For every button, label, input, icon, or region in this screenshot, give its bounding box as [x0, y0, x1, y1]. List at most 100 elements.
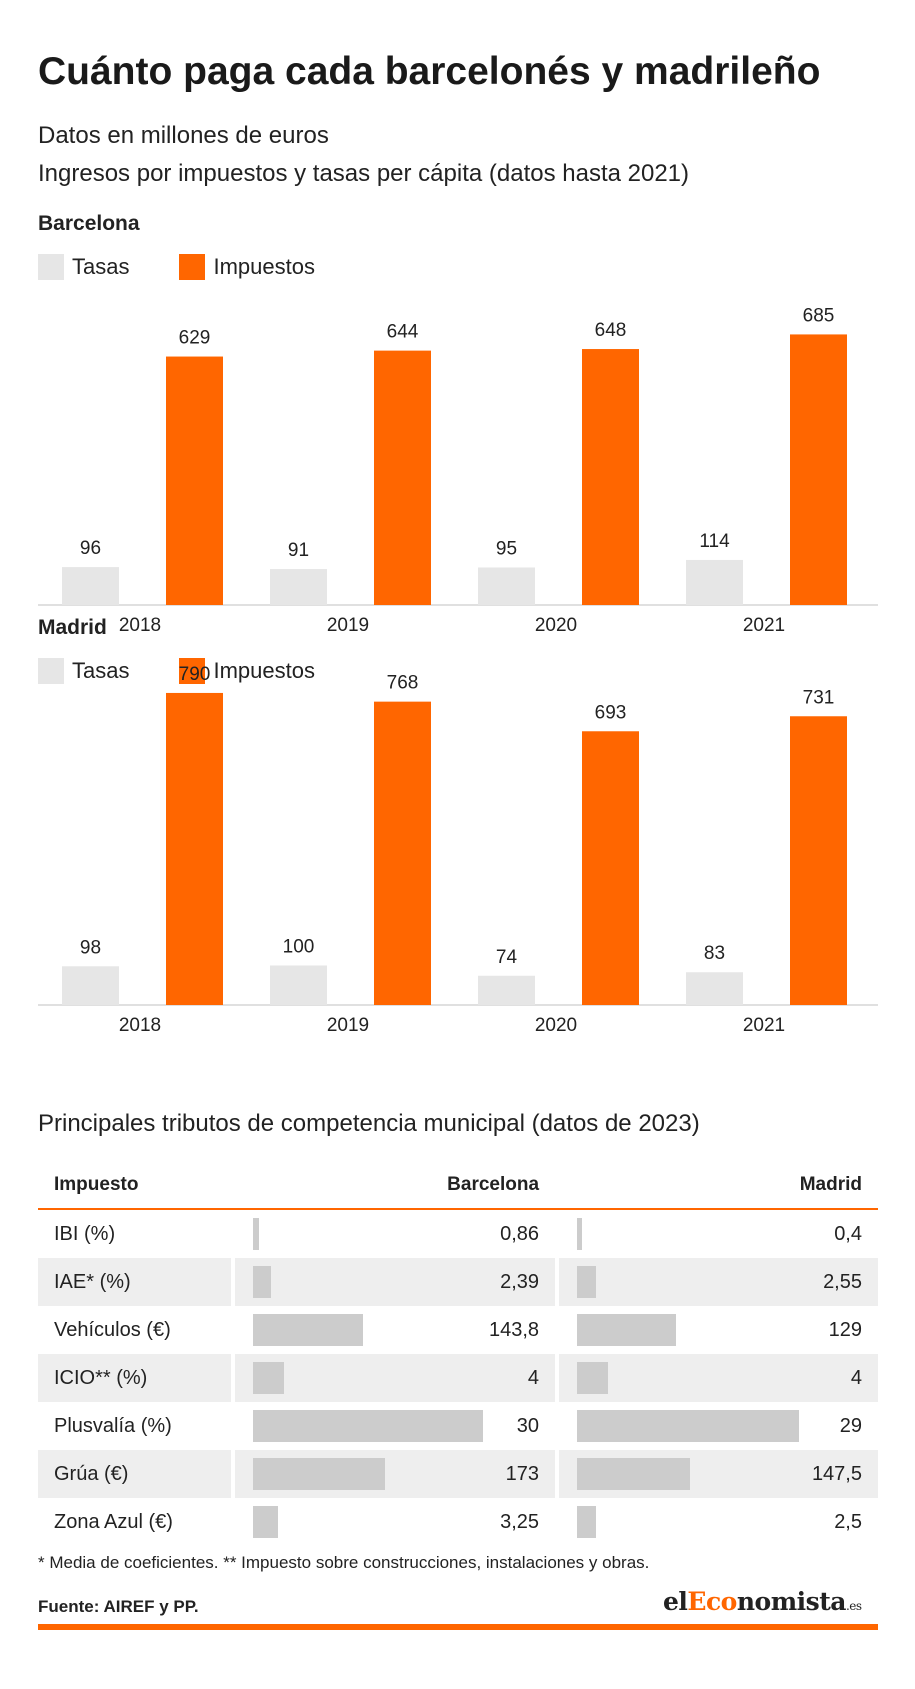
table-row: Plusvalía (%) 30 29: [38, 1402, 878, 1450]
bar-tasas-2018: [62, 567, 119, 605]
cell-madrid: 2,55: [558, 1258, 878, 1306]
data-label-impuestos-2020: 648: [595, 320, 627, 341]
legend-item-impuestos: Impuestos: [179, 658, 315, 684]
table-row: IAE* (%) 2,39 2,55: [38, 1258, 878, 1306]
cell-barcelona: 3,25: [234, 1498, 556, 1546]
bar-impuestos-2019: [374, 701, 431, 1005]
row-label: IBI (%): [38, 1209, 231, 1258]
data-label-impuestos-2018: 790: [179, 664, 211, 685]
data-label-impuestos-2020: 693: [595, 702, 627, 723]
cell-madrid: 147,5: [558, 1450, 878, 1498]
column-gap: [230, 1209, 235, 1258]
chart-title-madrid: Madrid: [38, 616, 107, 639]
bar-impuestos-2018: [166, 356, 223, 605]
x-tick-label-2018: 2018: [119, 615, 161, 636]
row-label: ICIO** (%): [38, 1354, 231, 1402]
header-madrid: Madrid: [555, 1162, 878, 1210]
value-barcelona: 173: [505, 1463, 540, 1485]
bar-impuestos-2019: [374, 350, 431, 605]
row-label: Zona Azul (€): [38, 1498, 231, 1546]
x-tick-label-2020: 2020: [535, 615, 577, 636]
data-label-tasas-2021: 83: [704, 943, 725, 964]
value-madrid: 29: [839, 1415, 862, 1437]
cell-barcelona: 30: [234, 1402, 556, 1450]
chart-title-barcelona: Barcelona: [38, 212, 140, 235]
legend-label-impuestos: Impuestos: [213, 658, 315, 683]
cell-barcelona: 2,39: [234, 1258, 556, 1306]
legend-barcelona: Tasas Impuestos: [38, 252, 365, 282]
legend-item-tasas: Tasas: [38, 254, 129, 280]
bar-madrid: [576, 1506, 597, 1538]
legend-label-impuestos: Impuestos: [213, 254, 315, 279]
cell-barcelona: 143,8: [234, 1306, 556, 1354]
row-label: Plusvalía (%): [38, 1402, 231, 1450]
cell-barcelona: 0,86: [234, 1209, 556, 1258]
x-tick-label-2021: 2021: [743, 1015, 785, 1036]
bar-madrid: [576, 1266, 597, 1298]
bar-madrid: [576, 1410, 800, 1442]
legend-label-tasas: Tasas: [72, 254, 130, 279]
legend-item-tasas: Tasas: [38, 658, 129, 684]
bar-barcelona: [252, 1218, 260, 1250]
bar-tasas-2019: [270, 569, 327, 605]
eleconomista-logo: elEconomista.es: [663, 1587, 862, 1616]
header-impuesto: Impuesto: [38, 1162, 231, 1210]
bar-impuestos-2021: [790, 334, 847, 605]
data-label-impuestos-2019: 644: [387, 322, 419, 343]
footnote: * Media de coeficientes. ** Impuesto sob…: [38, 1553, 650, 1572]
bar-barcelona: [252, 1314, 364, 1346]
legend-swatch-impuestos: [179, 658, 206, 684]
bar-tasas-2021: [686, 559, 743, 605]
bottom-rule: [38, 1624, 878, 1630]
bar-tasas-2020: [478, 567, 535, 605]
column-gap: [230, 1258, 235, 1306]
column-gap: [230, 1306, 235, 1354]
legend-label-tasas: Tasas: [72, 658, 130, 683]
tributos-table: Impuesto Barcelona Madrid IBI (%) 0,86 0,4…: [38, 1162, 878, 1546]
bar-barcelona: [252, 1362, 284, 1394]
value-madrid: 129: [828, 1319, 862, 1341]
bar-impuestos-2020: [582, 731, 639, 1005]
subtitle: Datos en millones de euros: [38, 122, 329, 149]
data-label-impuestos-2021: 731: [803, 687, 835, 708]
barcelona-bar-chart: 96 629 2018 91 644 2019 95 648 2020 114 685 2021: [38, 305, 878, 636]
bar-impuestos-2018: [166, 692, 223, 1005]
column-gap: [230, 1498, 235, 1546]
bar-barcelona: [252, 1458, 386, 1490]
column-gap: [555, 1402, 559, 1450]
value-barcelona: 0,86: [500, 1223, 540, 1245]
data-label-tasas-2021: 114: [699, 531, 730, 552]
data-label-tasas-2020: 74: [496, 947, 518, 968]
table-row: Zona Azul (€) 3,25 2,5: [38, 1498, 878, 1546]
cell-madrid: 0,4: [558, 1209, 878, 1258]
row-label: Grúa (€): [38, 1450, 231, 1498]
bar-tasas-2019: [270, 965, 327, 1005]
data-label-tasas-2019: 100: [283, 937, 315, 958]
bar-tasas-2018: [62, 966, 119, 1005]
column-gap: [555, 1354, 559, 1402]
bar-tasas-2020: [478, 975, 535, 1005]
legend-swatch-tasas: [38, 254, 64, 280]
column-gap: [555, 1306, 559, 1354]
row-label: IAE* (%): [38, 1258, 231, 1306]
cell-madrid: 129: [558, 1306, 878, 1354]
cell-barcelona: 4: [234, 1354, 556, 1402]
bar-madrid: [576, 1458, 690, 1490]
value-barcelona: 30: [516, 1415, 540, 1437]
data-label-impuestos-2021: 685: [803, 305, 835, 326]
legend-item-impuestos: Impuestos: [179, 254, 315, 280]
bar-impuestos-2020: [582, 349, 639, 605]
data-label-tasas-2018: 96: [80, 538, 101, 559]
bar-impuestos-2021: [790, 716, 847, 1005]
data-label-impuestos-2018: 629: [179, 328, 211, 349]
bar-madrid: [576, 1314, 676, 1346]
cell-madrid: 4: [558, 1354, 878, 1402]
madrid-bar-chart: 98 790 2018 100 768 2019 74 693 2020 83 731 2021: [38, 664, 878, 1036]
bar-madrid: [576, 1218, 582, 1250]
x-tick-label-2021: 2021: [743, 615, 785, 636]
legend-swatch-tasas: [38, 658, 64, 684]
value-madrid: 2,5: [834, 1511, 862, 1533]
value-barcelona: 143,8: [488, 1319, 540, 1341]
value-barcelona: 3,25: [500, 1511, 540, 1533]
value-barcelona: 4: [527, 1367, 540, 1389]
